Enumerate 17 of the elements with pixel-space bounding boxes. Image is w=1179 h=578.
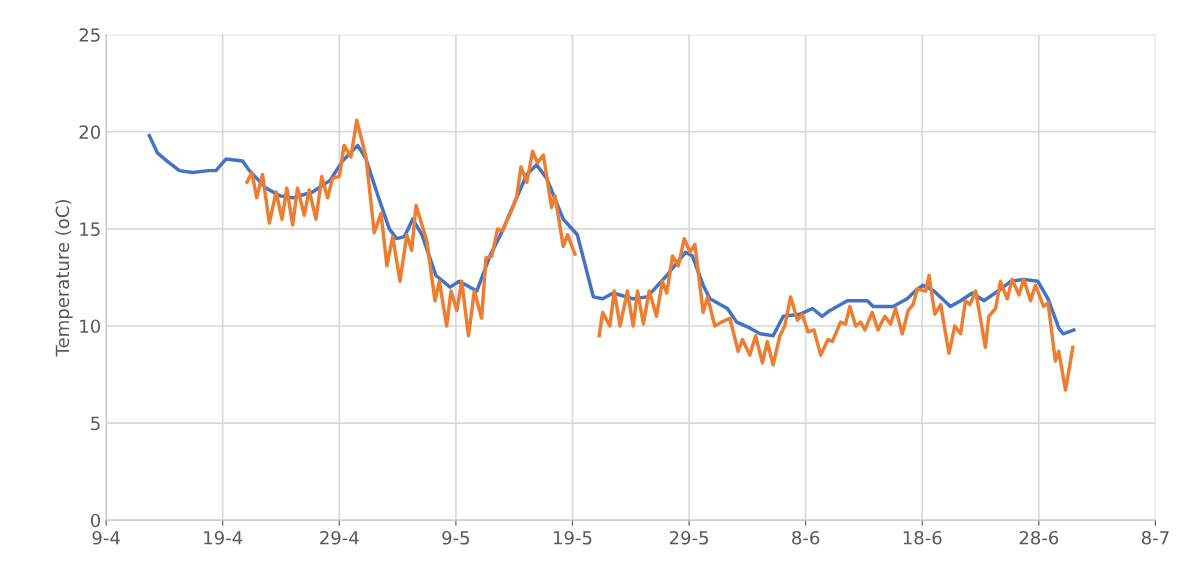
x-tick-label: 9-4	[92, 530, 120, 545]
x-tick-label: 28-6	[1019, 530, 1059, 545]
y-tick-label: 10	[80, 319, 101, 334]
y-tick-label: 15	[80, 222, 100, 236]
y-tick-label: 25	[79, 28, 100, 42]
x-tick-label: 9-5	[442, 530, 470, 545]
x-tick-label: 29-5	[669, 530, 708, 545]
y-tick-label: 0	[90, 513, 101, 528]
y-axis-title: Temperature (oC)	[55, 200, 73, 357]
y-tick-label: 5	[91, 416, 100, 431]
x-tick-label: 18-6	[903, 530, 942, 545]
x-tick-label: 8-7	[1141, 530, 1169, 545]
x-tick-label: 29-4	[320, 530, 359, 545]
x-tick-label: 19-4	[204, 530, 243, 545]
x-tick-label: 19-5	[553, 530, 592, 545]
x-tick-label: 8-6	[792, 530, 820, 545]
y-tick-label: 20	[79, 125, 101, 139]
